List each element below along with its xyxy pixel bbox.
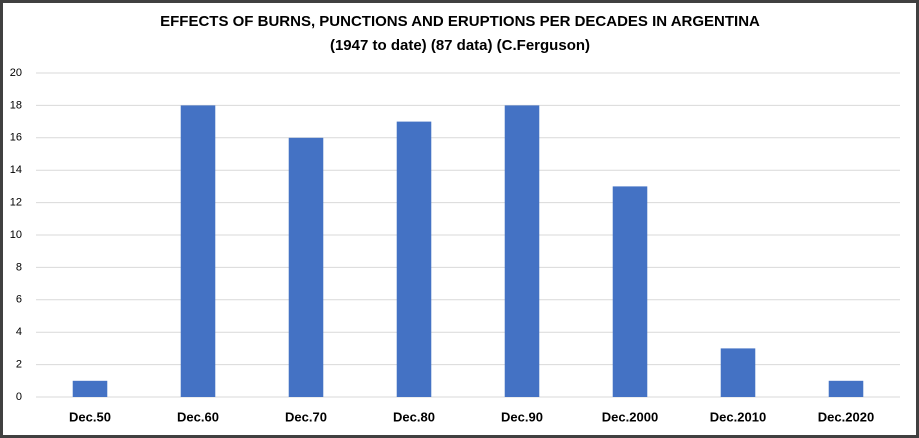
y-tick-label: 4 [16, 326, 22, 338]
x-tick-label: Dec.90 [501, 409, 543, 424]
bar [396, 121, 432, 397]
y-tick-label: 2 [16, 359, 22, 371]
bar [720, 348, 756, 397]
x-tick-label: Dec.60 [177, 409, 219, 424]
y-tick-label: 0 [16, 391, 22, 403]
chart-subtitle: (1947 to date) (87 data) (C.Ferguson) [330, 37, 590, 54]
y-tick-label: 14 [10, 164, 22, 176]
y-tick-label: 10 [10, 229, 22, 241]
bar [180, 105, 216, 398]
y-tick-label: 12 [10, 197, 22, 209]
y-tick-label: 18 [10, 99, 22, 111]
x-tick-label: Dec.70 [285, 409, 327, 424]
x-tick-label: Dec.80 [393, 409, 435, 424]
y-tick-label: 6 [16, 294, 22, 306]
x-tick-label: Dec.2010 [710, 409, 766, 424]
bar [288, 137, 324, 398]
bar [504, 105, 540, 398]
x-tick-label: Dec.2000 [602, 409, 658, 424]
bar [828, 380, 864, 397]
chart-title: EFFECTS OF BURNS, PUNCTIONS AND ERUPTION… [160, 13, 760, 30]
y-tick-label: 8 [16, 261, 22, 273]
y-tick-label: 20 [10, 67, 22, 79]
y-tick-label: 16 [10, 132, 22, 144]
bar [72, 380, 108, 397]
x-tick-label: Dec.2020 [818, 409, 874, 424]
x-tick-label: Dec.50 [69, 409, 111, 424]
bar [612, 186, 648, 397]
